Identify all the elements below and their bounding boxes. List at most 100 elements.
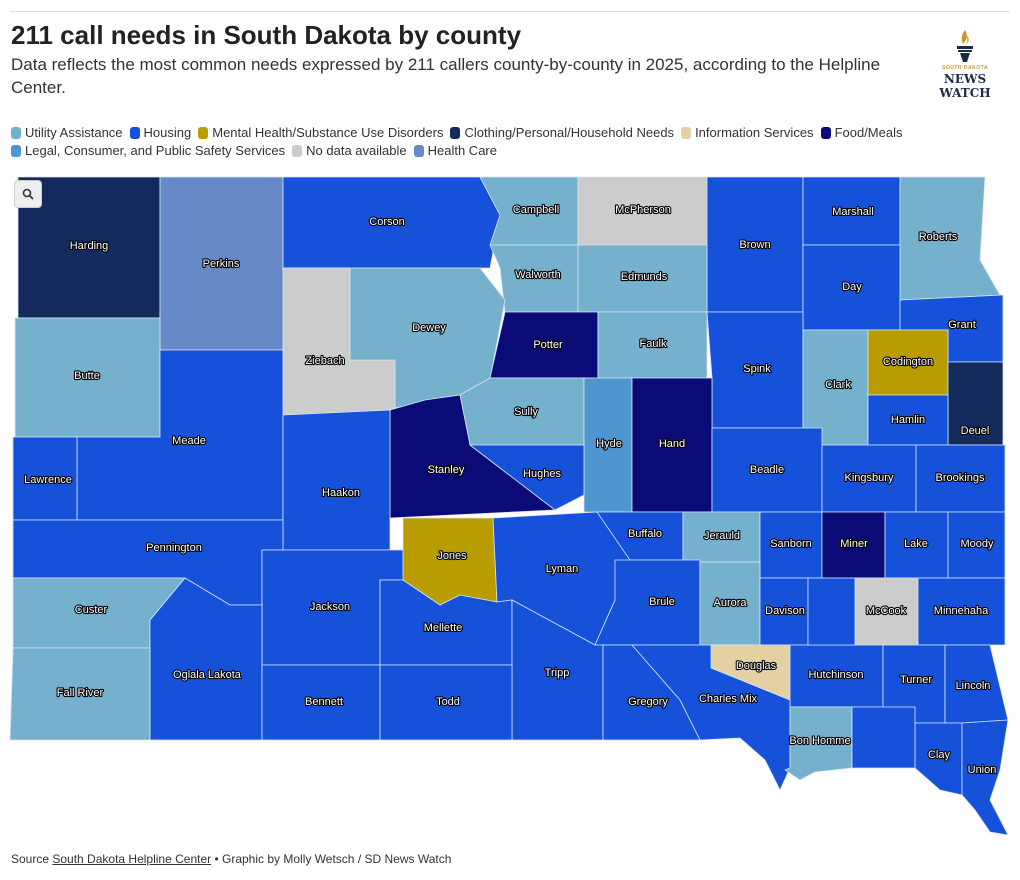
county-label: Tripp [545,667,570,679]
legend-label: Health Care [427,143,497,158]
county-label: Jones [437,550,467,562]
county-label: Buffalo [628,528,662,540]
county-charles-mix[interactable] [631,644,791,791]
county-label: Bennett [305,696,343,708]
county-label: Lawrence [24,474,72,486]
county-label: Miner [840,538,868,550]
legend-label: Housing [143,125,192,140]
county-label: Brookings [936,472,985,484]
county-label: Kingsbury [845,472,894,484]
legend-label: Mental Health/Substance Use Disorders [212,125,444,140]
county-label: Lake [904,538,928,550]
source-line: Source South Dakota Helpline Center • Gr… [11,852,451,866]
county-label: Hutchinson [808,669,863,681]
legend-label: Clothing/Personal/Household Needs [464,125,675,140]
county-label: Mellette [424,622,463,634]
legend-swatch [413,145,424,157]
county-label: Clay [928,749,951,761]
county-label: Sully [514,406,538,418]
source-link[interactable]: South Dakota Helpline Center [52,852,212,866]
county-fall-river[interactable] [9,647,151,741]
top-divider [10,11,1010,12]
county-label: Edmunds [621,271,668,283]
search-icon [22,188,34,200]
torch-icon [957,30,973,62]
logo-news: NEWS [943,72,987,86]
county-label: McPherson [615,204,671,216]
legend-label: Utility Assistance [25,125,123,140]
county-label: Dewey [412,322,446,334]
county-label: Spink [743,363,771,375]
legend-label: No data available [306,143,407,158]
county-label: McCook [866,605,907,617]
legend-item-utility: Utility Assistance [11,124,123,142]
legend-swatch [129,127,140,139]
county-label: Brown [739,239,770,251]
county-label: Sanborn [770,538,812,550]
county-unlabeled[interactable] [851,706,916,769]
source-prefix: Source [11,852,53,866]
county-todd[interactable] [379,664,513,741]
county-label: Harding [70,240,109,252]
county-label: Codington [883,356,933,368]
county-label: Ziebach [305,355,344,367]
search-button[interactable] [14,180,42,208]
county-label: Meade [172,435,206,447]
county-label: Clark [825,379,851,391]
county-label: Deuel [961,425,990,437]
county-label: Bon Homme [789,735,850,747]
credit-text: • Graphic by Molly Wetsch / SD News Watc… [211,852,452,866]
legend-label: Food/Meals [834,125,903,140]
county-label: Davison [765,605,805,617]
legend-swatch [820,127,831,139]
legend-swatch [681,127,692,139]
county-label: Custer [75,604,108,616]
county-label: Grant [948,319,976,331]
county-haakon[interactable] [282,409,391,551]
county-label: Jerauld [704,530,740,542]
legend: Utility Assistance Housing Mental Health/S… [11,124,991,160]
county-label: Union [968,764,997,776]
county-label: Campbell [513,204,559,216]
legend-item-info: Information Services [681,124,814,142]
county-label: Faulk [640,338,667,350]
county-label: Todd [436,696,460,708]
county-label: Butte [74,370,100,382]
county-label: Walworth [515,269,560,281]
county-label: Stanley [428,464,465,476]
county-label: Corson [369,216,404,228]
county-label: Fall River [57,687,104,699]
legend-item-legal: Legal, Consumer, and Public Safety Servi… [11,142,285,160]
county-label: Gregory [628,696,668,708]
county-unlabeled[interactable] [807,577,856,646]
logo-watch: WATCH [939,86,991,100]
legend-item-food: Food/Meals [820,124,903,142]
county-label: Haakon [322,487,360,499]
chart-title: 211 call needs in South Dakota by county [11,20,522,50]
county-label: Douglas [736,660,777,672]
county-label: Aurora [713,597,747,609]
sd-news-watch-logo: SOUTH DAKOTA NEWS WATCH [930,28,1000,100]
legend-item-mental: Mental Health/Substance Use Disorders [198,124,443,142]
legend-item-health: Health Care [413,142,497,160]
county-label: Jackson [310,601,350,613]
logo-tagline: SOUTH DAKOTA [942,65,988,71]
county-minnehaha[interactable] [917,577,1006,646]
legend-swatch [450,127,461,139]
county-label: Hand [659,438,685,450]
county-label: Pennington [146,542,202,554]
county-label: Beadle [750,464,784,476]
county-union[interactable] [961,719,1009,836]
legend-label: Information Services [695,125,814,140]
county-hughes[interactable] [468,444,585,511]
legend-item-clothing: Clothing/Personal/Household Needs [450,124,674,142]
county-label: Charles Mix [699,693,758,705]
county-label: Brule [649,596,675,608]
county-label: Hughes [523,468,561,480]
county-label: Lyman [546,563,579,575]
county-label: Potter [533,339,563,351]
county-label: Minnehaha [934,605,989,617]
legend-item-housing: Housing [129,124,192,142]
legend-item-nodata: No data available [292,142,407,160]
